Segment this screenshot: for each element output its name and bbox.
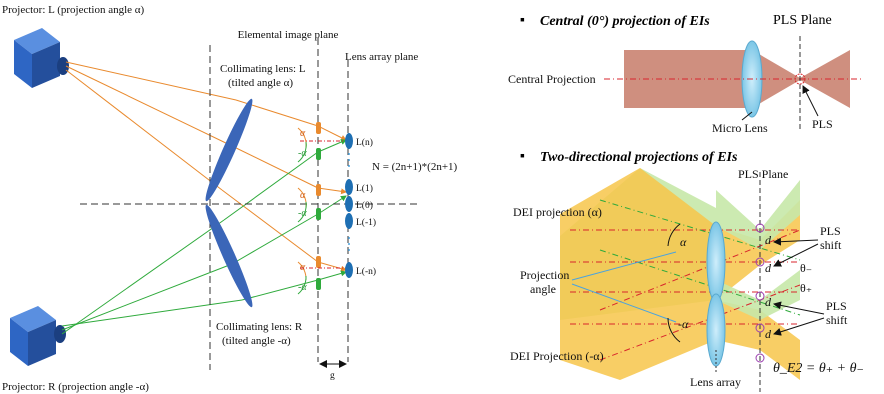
pls-shift-1-line1: PLS bbox=[820, 224, 841, 238]
theta-plus-label: θ₊ bbox=[800, 281, 812, 295]
right-bottom-panel: ▪ Two-directional projections of EIs bbox=[510, 149, 864, 392]
angle-neg-alpha-2: -α bbox=[298, 208, 307, 219]
lens-label-minus-1: L(-1) bbox=[356, 217, 376, 228]
collimating-r-line1: Collimating lens: R bbox=[216, 321, 303, 333]
bottom-formula: θ_E2 = θ₊ + θ₋ bbox=[773, 361, 864, 376]
dei-beams bbox=[560, 168, 800, 380]
projection-angle-pointer-a bbox=[571, 251, 677, 281]
projector-r-icon bbox=[10, 306, 66, 366]
dei-alpha-label: DEI projection (α) bbox=[513, 205, 602, 219]
pls-points bbox=[755, 223, 765, 363]
dei-neg-alpha-label: DEI Projection (-α) bbox=[510, 349, 604, 363]
top-bullet: ▪ bbox=[520, 13, 525, 28]
lens-array bbox=[345, 133, 353, 278]
projection-angle-pointer-b bbox=[571, 283, 677, 323]
angle-arc-alpha bbox=[667, 223, 681, 247]
angle-neg-alpha-1: -α bbox=[298, 148, 307, 159]
lens-label-minus-n: L(-n) bbox=[356, 266, 376, 277]
collimating-l-line2: (tilted angle α) bbox=[228, 77, 293, 89]
lens-array-upper-icon bbox=[706, 221, 726, 303]
d-label-2: d bbox=[765, 261, 772, 275]
central-projection-label: Central Projection bbox=[508, 72, 596, 86]
angle-neg-alpha-3: -α bbox=[298, 282, 307, 293]
lens-array-label: Lens array bbox=[690, 375, 741, 389]
theta-minus-label: θ₋ bbox=[800, 261, 812, 275]
collimating-r-line2: (tilted angle -α) bbox=[222, 335, 291, 347]
left-diagram: Projector: L (projection angle α) Projec… bbox=[2, 4, 458, 393]
angle-alpha-1: α bbox=[300, 128, 306, 139]
top-title: Central (0°) projection of EIs bbox=[540, 14, 710, 29]
left-formula: N = (2n+1)*(2n+1) bbox=[372, 161, 458, 173]
pls-shift-1-line2: shift bbox=[820, 238, 842, 252]
bottom-angle-neg-alpha: -α bbox=[678, 317, 689, 331]
projector-r-label: Projector: R (projection angle -α) bbox=[2, 381, 149, 393]
elemental-image-plane-label: Elemental image plane bbox=[238, 29, 339, 41]
pls-shift-1-arrow-a bbox=[773, 237, 819, 246]
collimating-l-line1: Collimating lens: L bbox=[220, 63, 306, 75]
d-label-1: d bbox=[765, 233, 772, 247]
d-label-4: d bbox=[765, 327, 772, 341]
top-pls-plane-label: PLS Plane bbox=[773, 13, 832, 28]
pls-label: PLS bbox=[812, 117, 833, 131]
lens-array-plane-label: Lens array plane bbox=[345, 51, 418, 63]
angle-arc-neg-alpha bbox=[667, 317, 681, 343]
bottom-title: Two-directional projections of EIs bbox=[540, 150, 738, 165]
pls-pointer bbox=[802, 85, 819, 117]
rays-projector-r bbox=[61, 139, 347, 335]
micro-lens-label: Micro Lens bbox=[712, 121, 768, 135]
projector-l-icon bbox=[14, 28, 69, 88]
collimating-lens-l bbox=[205, 98, 253, 202]
d-label-3: d bbox=[765, 295, 772, 309]
projector-l-label: Projector: L (projection angle α) bbox=[2, 4, 145, 16]
projection-angle-line1: Projection bbox=[520, 268, 569, 282]
angle-arcs bbox=[297, 127, 307, 295]
lens-label-1: L(1) bbox=[356, 183, 373, 194]
lens-label-0: L(0) bbox=[356, 200, 373, 211]
central-axes bbox=[300, 140, 346, 269]
bottom-bullet: ▪ bbox=[520, 149, 525, 164]
right-top-panel: ▪ Central (0°) projection of EIs PLS Pla… bbox=[508, 13, 862, 135]
pls-point bbox=[794, 73, 806, 85]
pls-shift-2-line1: PLS bbox=[826, 299, 847, 313]
pls-shift-1-arrow-b bbox=[773, 243, 819, 267]
pls-shift-2-line2: shift bbox=[826, 313, 848, 327]
projection-angle-line2: angle bbox=[530, 282, 556, 296]
angle-alpha-2: α bbox=[300, 190, 306, 201]
micro-lens-pointer bbox=[741, 111, 753, 121]
elemental-images bbox=[316, 122, 321, 290]
pls-shift-2-arrow-a bbox=[773, 301, 825, 315]
gap-label: g bbox=[330, 371, 335, 381]
rays-projector-l bbox=[65, 61, 347, 272]
bottom-angle-alpha: α bbox=[680, 235, 687, 249]
lens-label-n: L(n) bbox=[356, 137, 373, 148]
bottom-pls-plane-label: PLS Plane bbox=[738, 167, 788, 181]
collimating-lens-r bbox=[205, 204, 253, 308]
pls-shift-2-arrow-b bbox=[773, 317, 825, 336]
